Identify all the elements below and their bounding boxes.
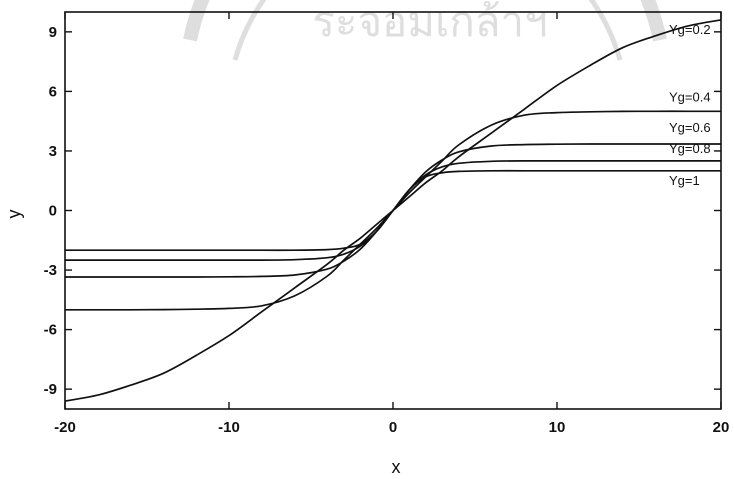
y-tick-label: 9 [49,24,57,41]
x-tick-label: 0 [389,419,397,436]
x-tick-label: -20 [54,419,76,436]
series-label-yg-0-4: Yg=0.4 [669,89,711,104]
y-tick-label: 0 [49,203,57,220]
tick-labels: -20 -10 0 10 20 9 6 3 0 -3 -6 -9 [44,24,730,436]
y-tick-label: -3 [44,262,57,279]
series-label-yg-0-8: Yg=0.8 [669,141,711,156]
y-tick-label: -6 [44,322,57,339]
series-label-yg-0-6: Yg=0.6 [669,120,711,135]
y-tick-label: -9 [44,381,57,398]
y-axis-title: y [4,210,24,219]
y-tick-label: 6 [49,83,57,100]
axis-ticks [64,12,722,409]
series-label-yg-0-2: Yg=0.2 [669,22,711,37]
series-line-yg-1 [65,169,721,252]
series-lines [64,19,722,402]
x-axis-title: x [392,457,401,477]
x-tick-label: -10 [218,419,240,436]
watermark-text: ระจอมเกล้าฯ [312,0,547,46]
series-labels: Yg=0.2 Yg=0.4 Yg=0.6 Yg=0.8 Yg=1 [669,22,711,188]
y-tick-label: 3 [49,143,57,160]
x-tick-label: 10 [549,419,566,436]
watermark-stamp: ระจอมเกล้าฯ [183,0,667,61]
series-label-yg-1: Yg=1 [669,173,700,188]
x-tick-label: 20 [713,419,730,436]
